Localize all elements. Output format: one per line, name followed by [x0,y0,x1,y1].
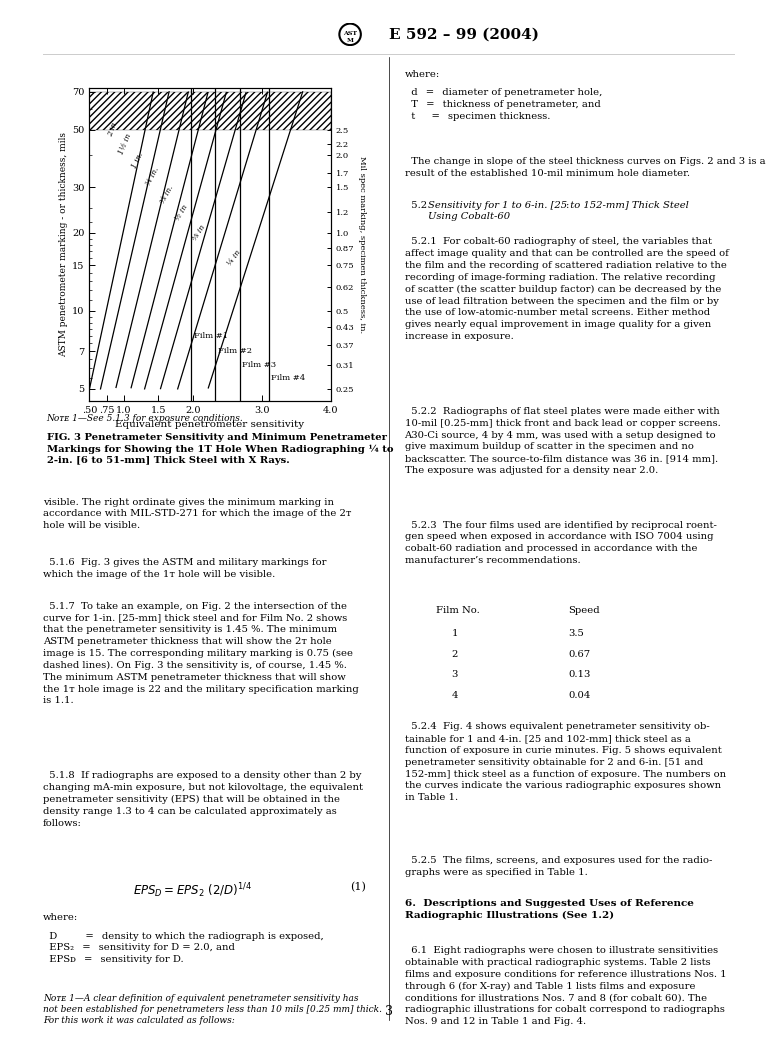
Text: (1): (1) [350,882,366,892]
Text: Film No.: Film No. [436,606,479,615]
Text: 3: 3 [451,670,457,680]
Text: visible. The right ordinate gives the minimum marking in
accordance with MIL-STD: visible. The right ordinate gives the mi… [43,498,352,530]
Text: :: : [566,201,569,210]
X-axis label: Equivalent penetrometer sensitivity: Equivalent penetrometer sensitivity [115,421,305,429]
Text: ⅝ in.: ⅝ in. [159,184,175,205]
Text: 5.1.7  To take an example, on Fig. 2 the intersection of the
curve for 1-in. [25: 5.1.7 To take an example, on Fig. 2 the … [43,602,359,706]
Text: 1: 1 [451,629,457,638]
Text: 0.67: 0.67 [568,650,590,659]
Text: ¾ in.: ¾ in. [145,166,160,187]
Text: 5.2.3  The four films used are identified by reciprocal roent-
gen speed when ex: 5.2.3 The four films used are identified… [405,520,717,565]
Text: 0.13: 0.13 [568,670,591,680]
Text: Nᴏᴛᴇ 1—A clear definition of equivalent penetrameter sensitivity has
not been es: Nᴏᴛᴇ 1—A clear definition of equivalent … [43,994,382,1025]
Text: Sensitivity for 1 to 6-in. [25 to 152-mm] Thick Steel
Using Cobalt-60: Sensitivity for 1 to 6-in. [25 to 152-mm… [428,201,689,222]
Text: 5.2: 5.2 [405,201,433,210]
Text: Film #2: Film #2 [218,347,251,355]
Text: $EPS_D = EPS_2\ (2/D)^{1/4}$: $EPS_D = EPS_2\ (2/D)^{1/4}$ [133,882,252,900]
Text: where:: where: [405,70,440,79]
Text: 6.  Descriptions and Suggested Uses of Reference
Radiographic Illustrations (See: 6. Descriptions and Suggested Uses of Re… [405,899,693,920]
Text: 6.1  Eight radiographs were chosen to illustrate sensitivities
obtainable with p: 6.1 Eight radiographs were chosen to ill… [405,946,726,1026]
Text: 3.5: 3.5 [568,629,584,638]
Text: 4: 4 [451,691,457,701]
Text: FIG. 3 Penetrameter Sensitivity and Minimum Penetrameter
Markings for Showing th: FIG. 3 Penetrameter Sensitivity and Mini… [47,433,393,465]
Text: Film #3: Film #3 [243,360,276,369]
Text: 2 in: 2 in [106,122,118,137]
Text: E 592 – 99 (2004): E 592 – 99 (2004) [389,28,539,42]
Text: 5.2.5  The films, screens, and exposures used for the radio-
graphs were as spec: 5.2.5 The films, screens, and exposures … [405,856,712,877]
Text: 5.2.1  For cobalt-60 radiography of steel, the variables that
affect image quali: 5.2.1 For cobalt-60 radiography of steel… [405,237,728,340]
Y-axis label: Mil spec marking, specimen thickness, in.: Mil spec marking, specimen thickness, in… [359,156,366,333]
Text: ¼ in: ¼ in [226,249,242,268]
Text: 1 in.: 1 in. [131,151,145,170]
Y-axis label: ASTM penetrometer marking - or thickness, mils: ASTM penetrometer marking - or thickness… [59,132,68,357]
Text: 2: 2 [451,650,457,659]
Text: 3: 3 [385,1006,393,1018]
Text: Film #1: Film #1 [194,332,228,340]
Text: ⅜ in: ⅜ in [191,224,208,243]
Text: 0.04: 0.04 [568,691,591,701]
Text: 5.1.8  If radiographs are exposed to a density other than 2 by
changing mA-min e: 5.1.8 If radiographs are exposed to a de… [43,771,363,828]
Text: M: M [347,37,353,43]
Text: Nᴏᴛᴇ 1—See 5.1.3 for exposure conditions.: Nᴏᴛᴇ 1—See 5.1.3 for exposure conditions… [47,414,244,424]
Text: ½ in: ½ in [174,203,190,222]
Text: 5.2.4  Fig. 4 shows equivalent penetrameter sensitivity ob-
tainable for 1 and 4: 5.2.4 Fig. 4 shows equivalent penetramet… [405,722,726,803]
Text: 1½ in: 1½ in [117,132,133,156]
Text: The change in slope of the steel thickness curves on Figs. 2 and 3 is a
result o: The change in slope of the steel thickne… [405,157,766,178]
Text: where:: where: [43,913,78,922]
Text: 5.2.2  Radiographs of flat steel plates were made either with
10-mil [0.25-mm] t: 5.2.2 Radiographs of flat steel plates w… [405,407,720,475]
Text: Film #4: Film #4 [272,374,306,382]
Text: d  =  diameter of penetrameter hole,
  T  =  thickness of penetrameter, and
  t : d = diameter of penetrameter hole, T = t… [405,88,602,121]
Text: 5.1.6  Fig. 3 gives the ASTM and military markings for
which the image of the 1ᴛ: 5.1.6 Fig. 3 gives the ASTM and military… [43,558,326,579]
Text: AST: AST [343,30,357,35]
Text: D    =  density to which the radiograph is exposed,
  EPS₂  =  sensitivity for D: D = density to which the radiograph is e… [43,932,324,964]
Text: Speed: Speed [568,606,600,615]
